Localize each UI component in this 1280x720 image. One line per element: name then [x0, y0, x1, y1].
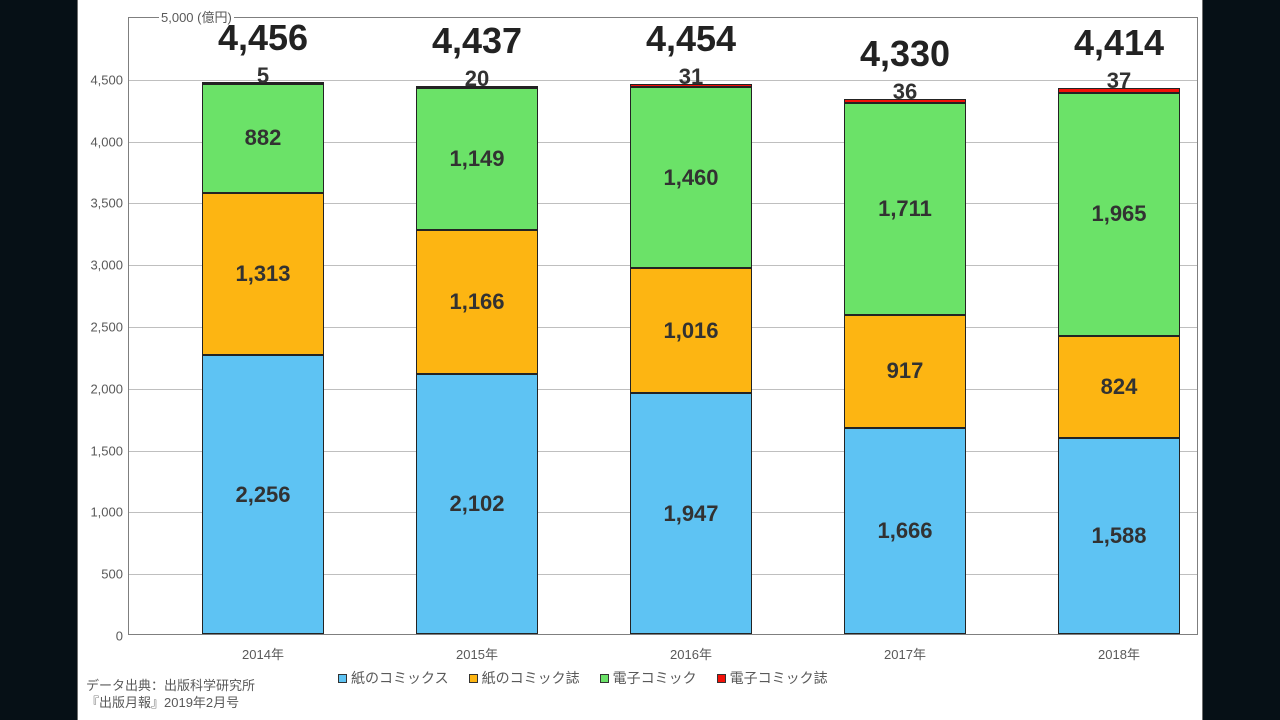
segment-value-label: 31: [630, 64, 752, 90]
source-line-1: データ出典：出版科学研究所: [86, 678, 255, 695]
segment-value-label: 824: [1058, 374, 1180, 400]
segment-value-label: 1,965: [1058, 201, 1180, 227]
y-tick-label: 4,000: [79, 134, 123, 149]
bar-total-label: 4,330: [844, 33, 966, 75]
x-tick-label: 2016年: [670, 644, 712, 663]
segment-value-label: 1,711: [844, 196, 966, 222]
chart-panel: 5,000 (億円) 05001,0001,5002,0002,5003,000…: [77, 0, 1203, 720]
y-tick-label: 1,000: [79, 505, 123, 520]
segment-value-label: 20: [416, 66, 538, 92]
legend-item: 電子コミック: [600, 668, 697, 688]
legend-label: 紙のコミックス: [351, 670, 449, 686]
legend-swatch: [717, 674, 726, 683]
segment-value-label: 1,588: [1058, 523, 1180, 549]
bar-total-label: 4,437: [416, 20, 538, 62]
source-note: データ出典：出版科学研究所 『出版月報』2019年2月号: [86, 678, 255, 712]
x-tick-label: 2015年: [456, 644, 498, 663]
segment-value-label: 917: [844, 358, 966, 384]
segment-value-label: 2,256: [202, 482, 324, 508]
legend-label: 紙のコミック誌: [482, 670, 580, 686]
y-tick-label: 2,000: [79, 381, 123, 396]
bar-total-label: 4,414: [1058, 22, 1180, 64]
bar-total-label: 4,456: [202, 17, 324, 59]
segment-value-label: 1,016: [630, 318, 752, 344]
legend-item: 紙のコミックス: [338, 668, 449, 688]
legend-label: 電子コミック: [613, 670, 697, 686]
y-tick-label: 0: [79, 629, 123, 644]
legend: 紙のコミックス 紙のコミック誌 電子コミック 電子コミック誌: [338, 668, 848, 688]
segment-value-label: 2,102: [416, 491, 538, 517]
source-line-2: 『出版月報』2019年2月号: [86, 695, 255, 712]
legend-swatch: [600, 674, 609, 683]
segment-value-label: 36: [844, 79, 966, 105]
y-tick-label: 500: [79, 567, 123, 582]
plot-area: 5,000 (億円) 05001,0001,5002,0002,5003,000…: [128, 17, 1198, 635]
segment-value-label: 1,666: [844, 518, 966, 544]
segment-value-label: 37: [1058, 68, 1180, 94]
y-tick-label: 1,500: [79, 443, 123, 458]
legend-swatch: [338, 674, 347, 683]
segment-value-label: 1,460: [630, 165, 752, 191]
y-tick-label: 3,500: [79, 196, 123, 211]
y-tick-label: 2,500: [79, 320, 123, 335]
legend-swatch: [469, 674, 478, 683]
segment-value-label: 1,149: [416, 146, 538, 172]
legend-label: 電子コミック誌: [730, 670, 828, 686]
segment-value-label: 1,313: [202, 261, 324, 287]
x-tick-label: 2017年: [884, 644, 926, 663]
bar-total-label: 4,454: [630, 18, 752, 60]
y-tick-label: 4,500: [79, 72, 123, 87]
legend-item: 紙のコミック誌: [469, 668, 580, 688]
segment-value-label: 5: [202, 63, 324, 89]
segment-value-label: 882: [202, 125, 324, 151]
y-tick-label: 3,000: [79, 258, 123, 273]
x-tick-label: 2014年: [242, 644, 284, 663]
segment-value-label: 1,166: [416, 289, 538, 315]
x-tick-label: 2018年: [1098, 644, 1140, 663]
legend-item: 電子コミック誌: [717, 668, 828, 688]
segment-value-label: 1,947: [630, 501, 752, 527]
